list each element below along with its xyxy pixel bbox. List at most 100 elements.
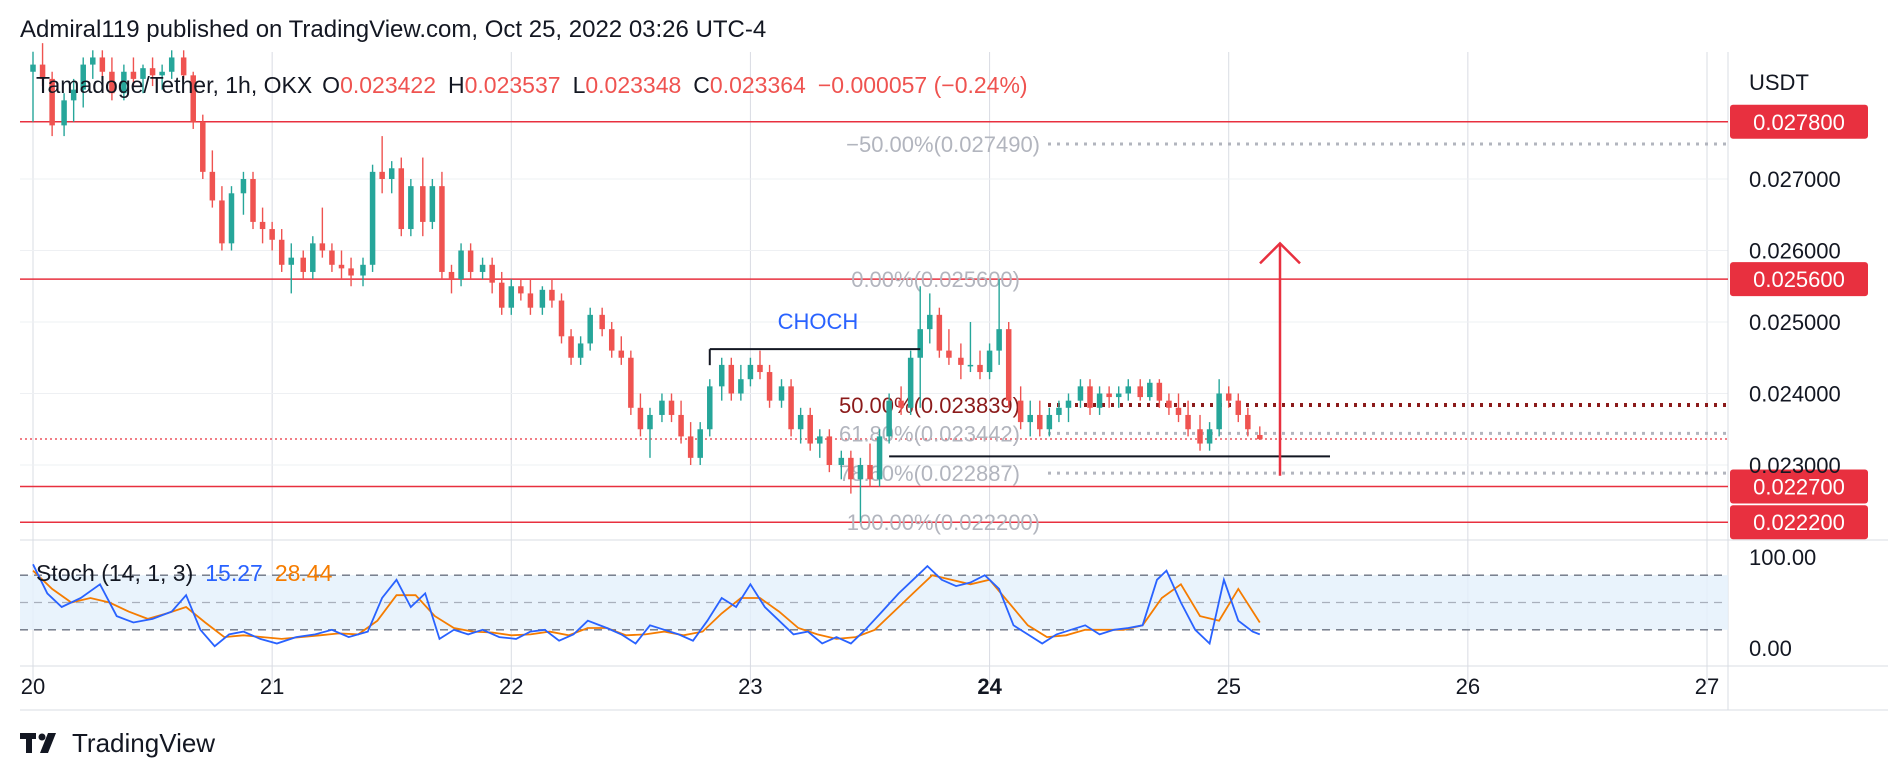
- candle[interactable]: [1245, 407, 1251, 437]
- candle[interactable]: [269, 221, 275, 251]
- candle[interactable]: [718, 357, 725, 401]
- candle[interactable]: [867, 443, 873, 487]
- candle[interactable]: [508, 279, 515, 315]
- candle[interactable]: [109, 57, 115, 101]
- candle[interactable]: [1115, 386, 1122, 408]
- horizontal-levels[interactable]: 0.027800 0.025600 0.022700 0.022200: [20, 104, 1868, 540]
- candle[interactable]: [807, 407, 813, 451]
- candle[interactable]: [479, 257, 486, 280]
- candle[interactable]: [1017, 386, 1024, 430]
- candle[interactable]: [738, 364, 744, 401]
- candle[interactable]: [1235, 393, 1242, 423]
- candle[interactable]: [549, 279, 555, 308]
- candle[interactable]: [250, 171, 256, 230]
- candle[interactable]: [946, 329, 952, 365]
- candle[interactable]: [288, 243, 295, 294]
- candle[interactable]: [329, 243, 335, 272]
- candle[interactable]: [398, 157, 405, 237]
- candle[interactable]: [618, 336, 625, 365]
- candle[interactable]: [1185, 400, 1191, 437]
- candle[interactable]: [458, 243, 464, 287]
- candle[interactable]: [319, 207, 326, 258]
- candle[interactable]: [826, 429, 833, 473]
- candle[interactable]: [668, 393, 675, 423]
- candle[interactable]: [797, 407, 804, 444]
- candle[interactable]: [539, 286, 546, 315]
- candle[interactable]: [190, 71, 196, 129]
- candle[interactable]: [30, 51, 36, 122]
- candle[interactable]: [876, 429, 883, 487]
- candle[interactable]: [61, 93, 67, 137]
- annotations[interactable]: CHOCH: [708, 241, 1330, 476]
- candle[interactable]: [209, 150, 216, 208]
- candle[interactable]: [587, 307, 593, 351]
- candle[interactable]: [278, 229, 285, 272]
- candle[interactable]: [687, 422, 694, 465]
- candle[interactable]: [1087, 379, 1093, 415]
- candle[interactable]: [70, 78, 77, 122]
- candle[interactable]: [977, 350, 983, 380]
- candle[interactable]: [958, 343, 964, 380]
- fib-retracement[interactable]: −50.00%(0.027490) 0.00%(0.025600) 50.00%(0…: [839, 132, 1728, 535]
- candle[interactable]: [838, 450, 845, 480]
- candle[interactable]: [1206, 422, 1213, 451]
- candle[interactable]: [1166, 393, 1172, 415]
- candle[interactable]: [568, 329, 574, 365]
- candle[interactable]: [757, 350, 763, 380]
- candle[interactable]: [1156, 379, 1163, 408]
- candle[interactable]: [439, 171, 445, 280]
- candle[interactable]: [159, 64, 165, 90]
- candle[interactable]: [338, 250, 345, 280]
- candle[interactable]: [898, 386, 904, 415]
- candle[interactable]: [90, 50, 96, 79]
- candle[interactable]: [608, 322, 615, 358]
- candle[interactable]: [379, 136, 385, 194]
- candle[interactable]: [678, 400, 684, 444]
- candle[interactable]: [489, 257, 495, 294]
- candle[interactable]: [936, 307, 943, 358]
- candle[interactable]: [39, 43, 46, 87]
- candle[interactable]: [986, 343, 993, 380]
- candle[interactable]: [99, 50, 106, 79]
- candle[interactable]: [180, 50, 187, 79]
- candle[interactable]: [1147, 379, 1153, 401]
- candle[interactable]: [1005, 322, 1012, 408]
- candle[interactable]: [467, 243, 474, 280]
- candle[interactable]: [848, 450, 854, 494]
- candle[interactable]: [228, 186, 235, 251]
- candle[interactable]: [80, 57, 86, 108]
- candle[interactable]: [1096, 386, 1103, 415]
- candle[interactable]: [1175, 393, 1182, 423]
- candle[interactable]: [917, 286, 923, 408]
- candle[interactable]: [558, 293, 565, 344]
- candle[interactable]: [310, 236, 316, 280]
- candle[interactable]: [577, 336, 584, 365]
- candle[interactable]: [817, 429, 823, 458]
- candle[interactable]: [200, 114, 206, 179]
- candle[interactable]: [429, 179, 436, 230]
- candle[interactable]: [728, 357, 735, 401]
- candle[interactable]: [527, 279, 534, 315]
- candle[interactable]: [1125, 379, 1132, 401]
- candle[interactable]: [659, 393, 665, 423]
- candle[interactable]: [219, 186, 225, 251]
- candle[interactable]: [348, 257, 354, 287]
- candle[interactable]: [1027, 400, 1033, 437]
- candle[interactable]: [778, 379, 785, 408]
- candle[interactable]: [259, 207, 266, 244]
- candle[interactable]: [300, 250, 306, 280]
- candle[interactable]: [1065, 393, 1072, 423]
- candle[interactable]: [140, 64, 146, 94]
- candle[interactable]: [1225, 386, 1232, 408]
- candle[interactable]: [628, 350, 634, 415]
- candle[interactable]: [996, 279, 1002, 365]
- candle[interactable]: [967, 322, 974, 373]
- candle[interactable]: [369, 164, 376, 272]
- candle[interactable]: [1216, 379, 1222, 437]
- candle[interactable]: [149, 57, 156, 87]
- candle[interactable]: [130, 57, 137, 87]
- candle[interactable]: [168, 50, 175, 79]
- candle[interactable]: [707, 379, 713, 437]
- candle[interactable]: [637, 393, 644, 437]
